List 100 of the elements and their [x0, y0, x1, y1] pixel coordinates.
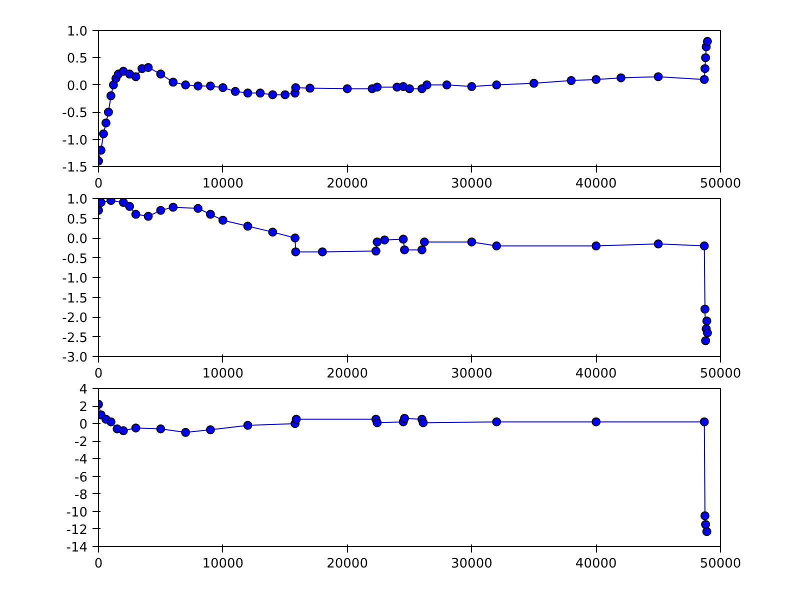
x-tick-label: 40000 [575, 556, 617, 572]
point [118, 426, 128, 436]
y-tick-label: -1.5 [62, 291, 88, 306]
point [168, 78, 178, 87]
x-tick-label: 10000 [202, 556, 244, 572]
point [291, 83, 300, 92]
x-tick-label: 0 [94, 176, 103, 192]
point [131, 424, 140, 432]
point [230, 86, 240, 96]
point [380, 235, 390, 244]
point [144, 63, 153, 72]
y-tick-label: -14 [66, 540, 88, 556]
x-tick-label: 10000 [202, 366, 244, 382]
point [131, 210, 140, 219]
point [702, 328, 712, 338]
y-tick-label: -2.5 [62, 330, 88, 346]
point [318, 247, 327, 256]
point [616, 73, 626, 82]
y-tick-label: -3.0 [62, 350, 88, 366]
point [700, 417, 709, 426]
point [442, 80, 452, 90]
point [701, 336, 710, 346]
y-tick-label: -10 [66, 505, 88, 520]
point [144, 212, 153, 221]
point [342, 84, 352, 94]
point [372, 237, 382, 246]
point [372, 418, 382, 428]
point [181, 428, 190, 437]
point [194, 81, 203, 90]
point [700, 64, 710, 74]
point [400, 414, 410, 423]
point [372, 82, 382, 92]
y-tick-label: -0.5 [62, 252, 88, 267]
x-tick-label: 10000 [202, 176, 244, 192]
y-tick-label: -2 [74, 435, 88, 450]
point [400, 245, 410, 254]
point [243, 222, 252, 231]
y-tick-label: 0.0 [66, 78, 88, 94]
y-tick-label: 2 [79, 400, 88, 416]
point [181, 80, 190, 90]
point [420, 237, 429, 246]
point [654, 239, 663, 248]
y-tick-label: -1.0 [62, 133, 88, 148]
point [529, 78, 538, 88]
x-tick-label: 20000 [326, 366, 368, 382]
point [101, 118, 110, 128]
point [156, 424, 166, 434]
y-tick-label: -0.5 [62, 106, 88, 122]
point [702, 36, 712, 46]
point [467, 82, 476, 92]
x-tick-label: 50000 [700, 366, 742, 382]
point [592, 241, 601, 250]
point [418, 418, 428, 428]
point [104, 108, 113, 117]
x-tick-label: 30000 [451, 366, 492, 382]
point [218, 83, 228, 92]
point [467, 237, 476, 246]
point [566, 76, 576, 86]
x-tick-label: 0 [94, 366, 103, 382]
point [106, 91, 116, 100]
point [243, 420, 252, 430]
y-tick-label: -8 [74, 488, 88, 503]
x-tick-label: 0 [94, 556, 103, 572]
point [291, 247, 300, 256]
point [125, 202, 134, 211]
point [118, 198, 128, 207]
y-tick-label: -2.0 [62, 311, 88, 326]
x-tick-label: 50000 [700, 176, 742, 192]
point [156, 206, 166, 215]
y-tick-label: 4 [79, 382, 88, 398]
point [292, 414, 301, 424]
point [654, 72, 663, 82]
x-tick-label: 40000 [575, 366, 617, 382]
point [194, 204, 203, 213]
point [206, 425, 215, 434]
point [492, 80, 502, 90]
point [492, 241, 502, 250]
point [156, 70, 166, 79]
point [290, 234, 300, 242]
point [168, 202, 178, 212]
point [700, 241, 709, 250]
x-tick-label: 30000 [451, 176, 492, 192]
point [280, 90, 290, 100]
point [256, 88, 265, 98]
x-tick-label: 30000 [451, 556, 492, 572]
point [206, 81, 215, 90]
point [206, 210, 215, 219]
point [243, 88, 252, 98]
x-tick-label: 50000 [700, 556, 742, 572]
y-tick-label: -4 [74, 452, 88, 468]
y-tick-label: 0 [79, 418, 88, 433]
point [98, 129, 108, 138]
point [592, 417, 601, 426]
y-tick-label: 0.5 [66, 212, 88, 228]
y-tick-label: -12 [66, 522, 88, 538]
point [405, 84, 414, 94]
point [305, 84, 314, 93]
point [701, 53, 710, 62]
x-tick-label: 40000 [575, 176, 617, 192]
point [106, 417, 116, 426]
